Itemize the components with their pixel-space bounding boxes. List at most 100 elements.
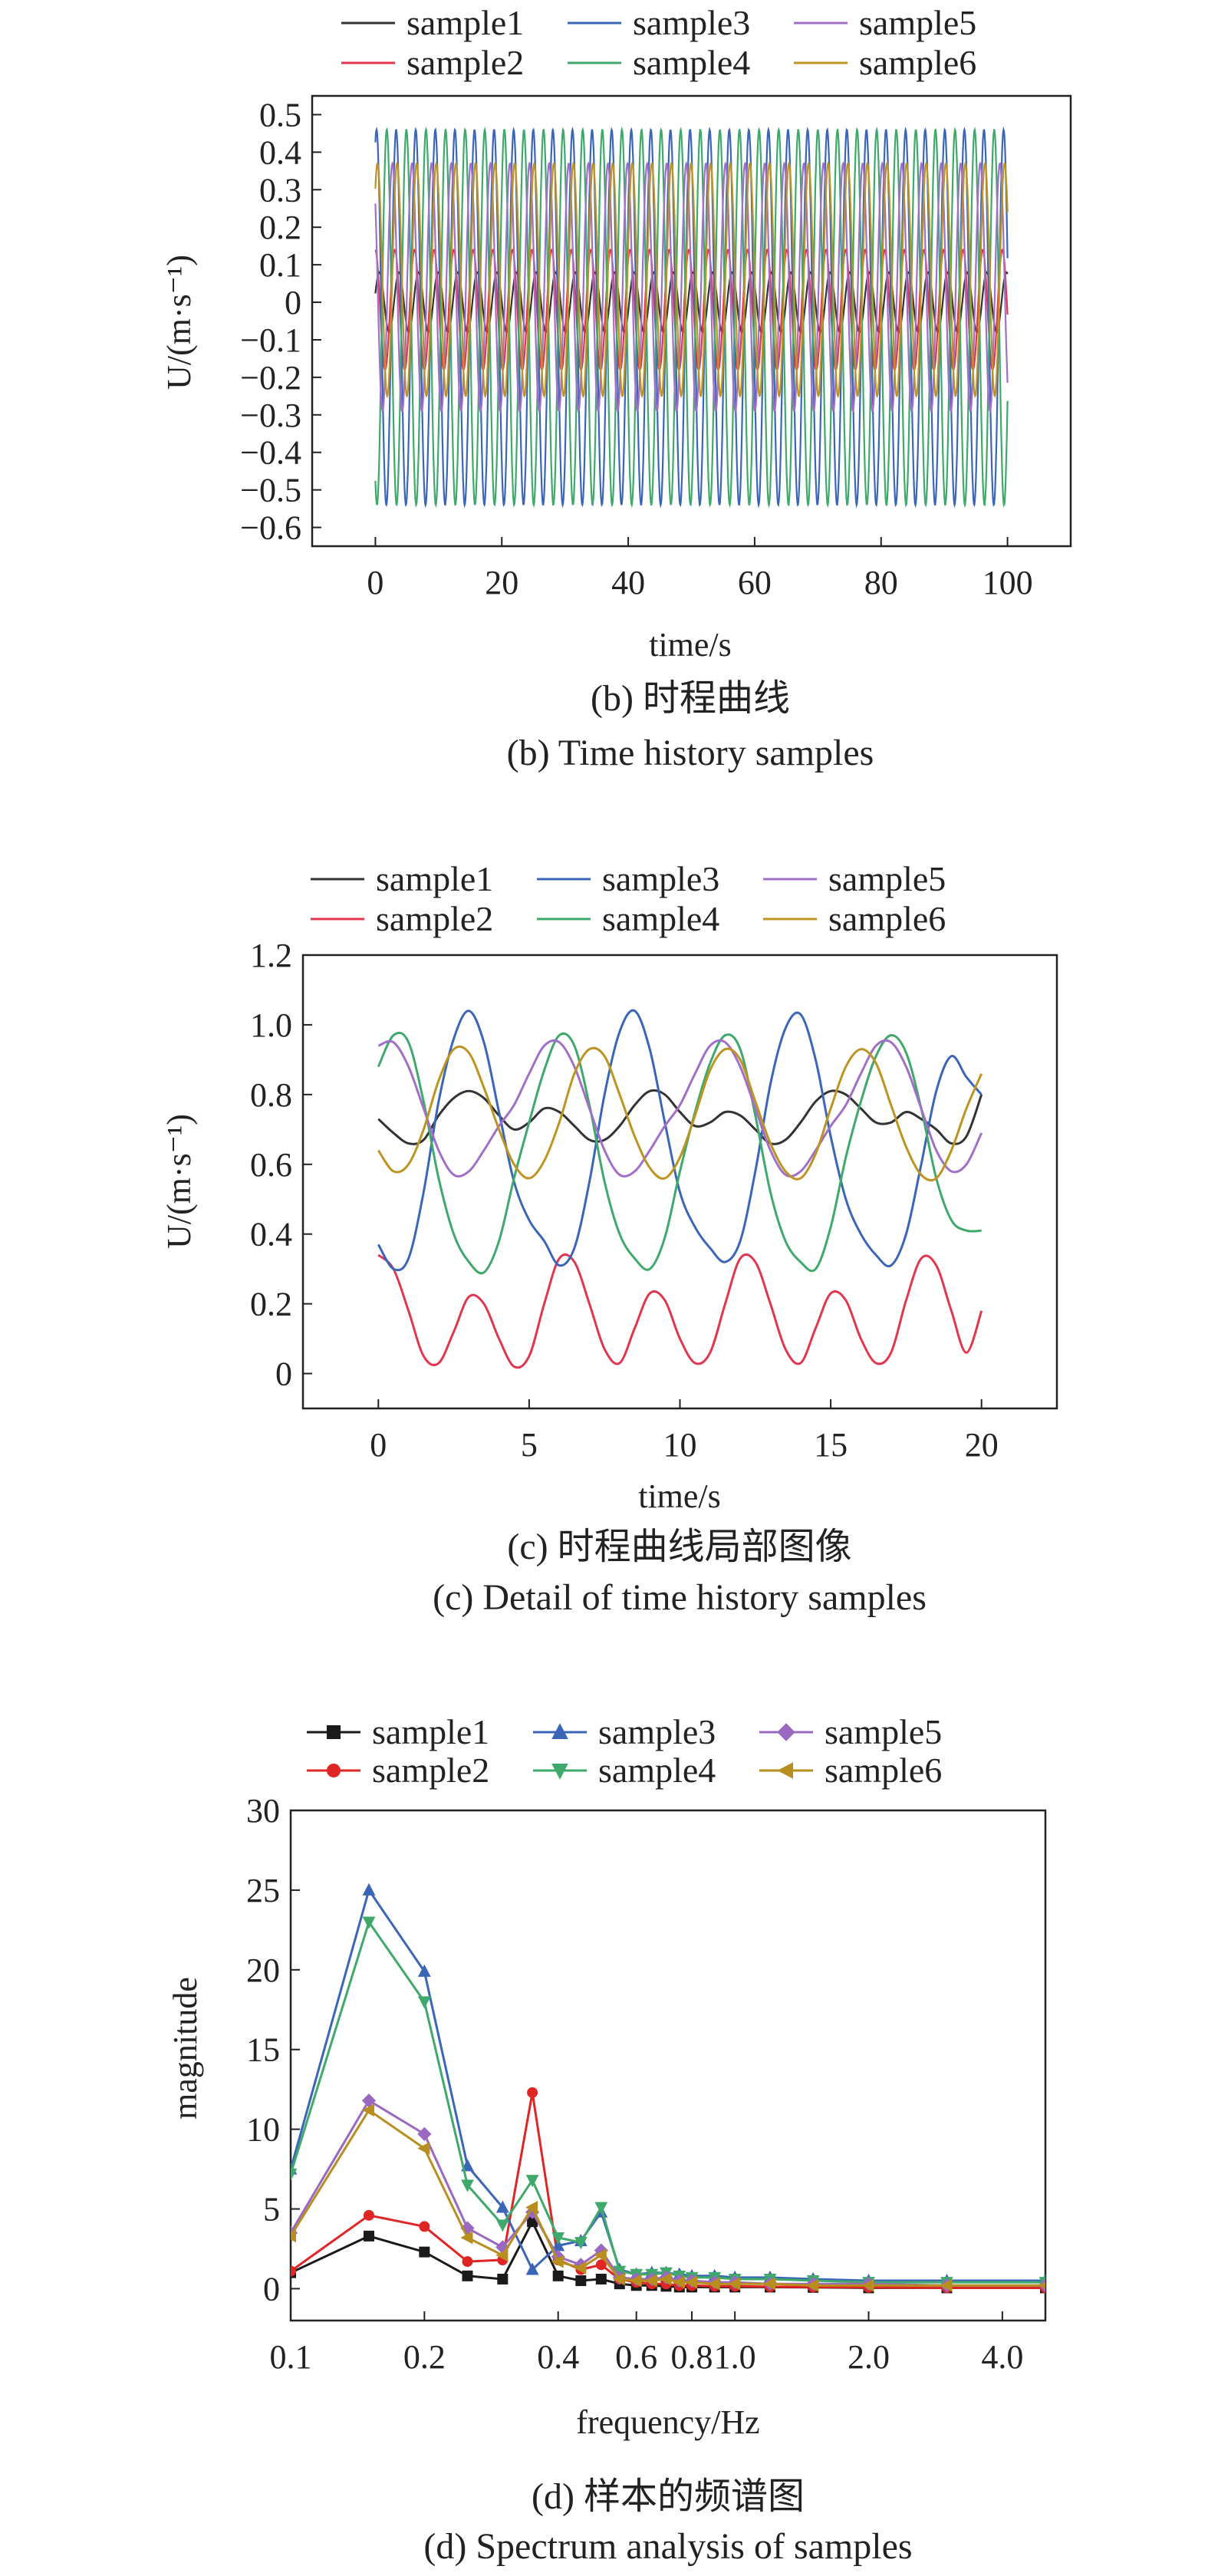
x-tick-label: 20	[965, 1426, 999, 1464]
y-tick-label: −0.4	[240, 434, 301, 472]
series-line-sample6	[374, 161, 1009, 399]
data-point-sample6	[525, 2201, 538, 2214]
data-point-sample6	[612, 2272, 625, 2286]
data-point-sample4	[417, 1996, 431, 2009]
y-tick-label: 0.5	[259, 96, 301, 133]
data-point-sample1	[363, 2230, 374, 2242]
y-tick-label: 10	[246, 2111, 280, 2149]
series-line-sample4	[377, 1031, 982, 1275]
y-tick-label: 0.4	[250, 1216, 292, 1253]
panel-c-y-ticks: 0 0.2 0.4 0.6 0.8 1.0 1.2	[250, 937, 312, 1393]
x-tick-label: 15	[814, 1426, 848, 1464]
data-point-sample6	[806, 2278, 819, 2292]
panel-d-x-ticks: 0.1 0.2 0.4 0.6 0.8 1.0 2.0 4.0	[270, 2311, 1023, 2376]
y-tick-label: 0.1	[259, 246, 301, 284]
data-point-sample6	[861, 2278, 874, 2292]
x-tick-label: 20	[485, 564, 518, 601]
x-tick-label: 10	[663, 1426, 697, 1464]
y-tick-label: 20	[246, 1952, 280, 1989]
data-point-sample6	[460, 2231, 473, 2245]
data-point-sample2	[595, 2259, 607, 2271]
x-tick-label: 1.0	[714, 2338, 756, 2376]
data-point-sample4	[362, 1916, 376, 1929]
series-line-sample5	[374, 161, 1009, 413]
panel-b-y-ticks: 0.50.40.30.20.10−0.1−0.2−0.3−0.4−0.5−0.6	[240, 96, 321, 547]
legend-label-sample4: sample4	[598, 1751, 716, 1790]
panel-c-caption-cn: (c) 时程曲线局部图像	[507, 1527, 851, 1567]
data-point-sample4	[461, 2179, 474, 2192]
legend-label-sample6: sample6	[825, 1751, 942, 1790]
x-tick-label: 2.0	[848, 2338, 890, 2376]
data-point-sample6	[644, 2274, 657, 2288]
data-point-sample3	[525, 2262, 539, 2275]
data-point-sample6	[495, 2248, 509, 2262]
legend-label-sample6: sample6	[828, 899, 946, 938]
data-point-sample6	[629, 2274, 642, 2288]
y-tick-label: 0.3	[259, 171, 301, 209]
data-point-sample2	[363, 2209, 374, 2221]
y-tick-label: 0.2	[250, 1286, 292, 1323]
x-tick-label: 0.1	[270, 2338, 312, 2376]
panel-b-x-ticks: 0 20 40 60 80 100	[367, 537, 1033, 601]
y-tick-label: 0.2	[259, 209, 301, 246]
data-point-sample3	[551, 2238, 565, 2252]
y-tick-label: 15	[246, 2031, 280, 2069]
data-point-sample4	[291, 2168, 298, 2181]
y-tick-label: 0.8	[250, 1076, 292, 1114]
y-tick-label: 0	[275, 1356, 292, 1393]
legend-label-sample2: sample2	[407, 43, 524, 82]
data-point-sample1	[552, 2270, 564, 2281]
data-point-sample3	[417, 1964, 431, 1977]
series-line-sample6	[291, 2108, 1045, 2287]
data-point-sample4	[574, 2237, 588, 2250]
y-tick-label: −0.3	[240, 397, 301, 434]
data-point-sample1	[595, 2273, 607, 2284]
x-tick-label: 0	[370, 1426, 387, 1464]
legend-label-sample1: sample1	[407, 3, 524, 42]
data-point-sample5	[361, 2093, 377, 2108]
x-tick-label: 80	[864, 564, 898, 601]
x-tick-label: 0.6	[615, 2338, 657, 2376]
series-line-sample3	[377, 1009, 983, 1272]
y-tick-label: −0.5	[240, 472, 301, 509]
legend-label-sample1: sample1	[376, 859, 493, 898]
legend-label-sample5: sample5	[859, 3, 976, 42]
data-point-sample4	[551, 2232, 565, 2245]
legend-label-sample2: sample2	[372, 1751, 489, 1790]
data-point-sample6	[659, 2272, 672, 2286]
data-point-sample6	[361, 2103, 374, 2117]
data-point-sample1	[497, 2273, 509, 2284]
panel-d-y-ticks: 0 5 10 15 20 25 30	[246, 1792, 300, 2308]
legend-marker-sample5	[777, 1723, 795, 1741]
data-point-sample6	[574, 2261, 587, 2275]
data-point-sample6	[762, 2277, 776, 2291]
x-tick-label: 0	[367, 564, 383, 601]
panel-d-plot-frame	[289, 1809, 1047, 2322]
x-tick-label: 100	[983, 564, 1033, 601]
series-line-sample1	[377, 1089, 983, 1145]
panel-b-plot-frame	[311, 94, 1072, 548]
legend-label-sample4: sample4	[602, 899, 719, 938]
panel-c-x-ticks: 0 5 10 15 20	[370, 1399, 999, 1464]
y-tick-label: −0.1	[240, 321, 301, 359]
y-tick-label: 25	[246, 1872, 280, 1909]
data-point-sample3	[495, 2200, 509, 2213]
legend-label-sample3: sample3	[602, 859, 719, 898]
legend-label-sample2: sample2	[376, 899, 493, 938]
panel-b-caption-cn: (b) 时程曲线	[591, 678, 790, 719]
legend-label-sample3: sample3	[598, 1712, 716, 1751]
legend-label-sample5: sample5	[828, 859, 946, 898]
legend-marker-sample6	[777, 1762, 793, 1779]
panel-b-y-axis-label: U/(m·s⁻¹)	[160, 255, 198, 390]
panel-d-series-layer	[291, 1883, 1045, 2294]
data-point-sample4	[495, 2219, 509, 2232]
y-tick-label: 1.0	[250, 1006, 292, 1044]
legend-marker-sample3	[551, 1723, 568, 1739]
data-point-sample2	[462, 2256, 473, 2268]
data-point-sample3	[362, 1883, 376, 1896]
x-tick-label: 40	[611, 564, 645, 601]
series-line-sample5	[291, 2099, 1045, 2287]
